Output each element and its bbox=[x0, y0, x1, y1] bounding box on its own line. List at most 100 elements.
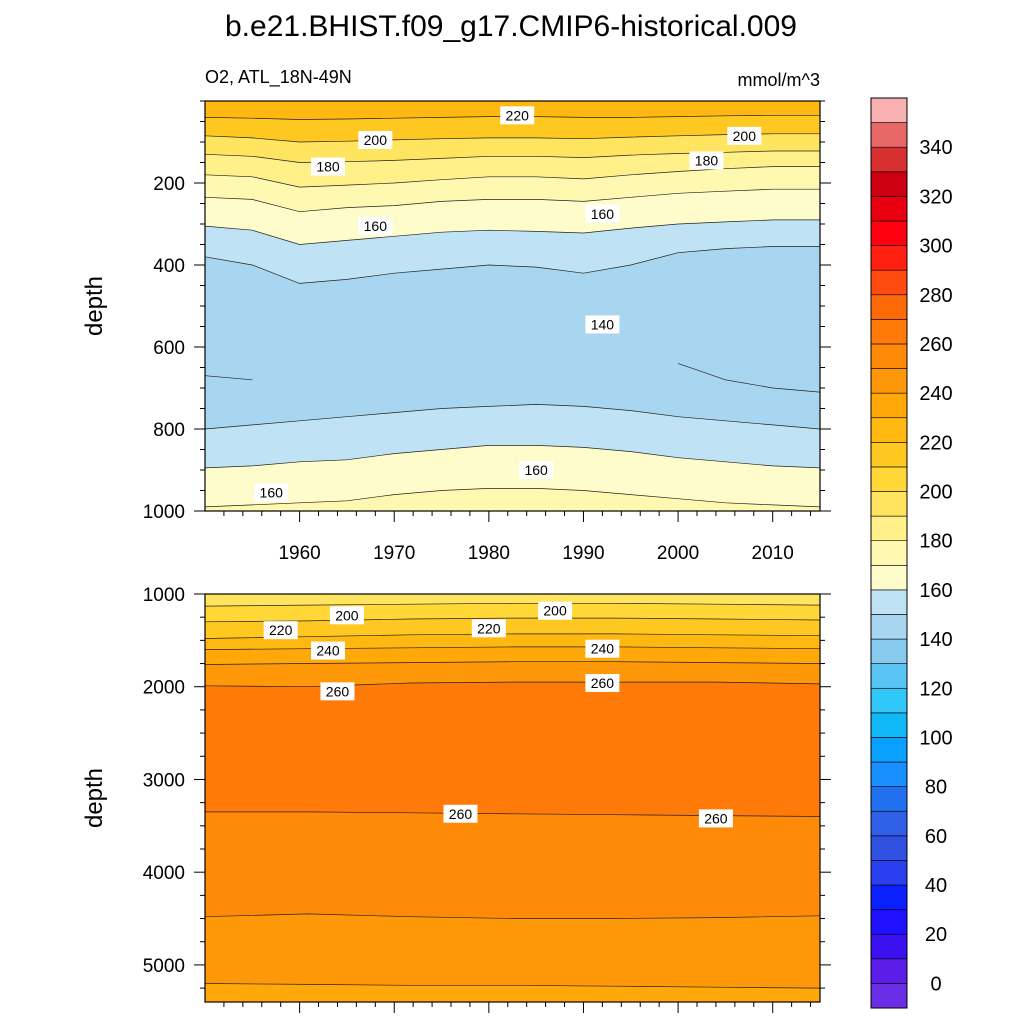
contour-line bbox=[204, 633, 821, 639]
contour-line bbox=[204, 404, 821, 430]
colorbar-swatch bbox=[870, 810, 908, 837]
colorbar-swatch bbox=[870, 319, 908, 345]
colorbar-label: 220 bbox=[919, 432, 952, 454]
contour-band bbox=[205, 166, 820, 212]
contour-label-text: 240 bbox=[591, 641, 615, 657]
colorbar-swatch bbox=[870, 122, 908, 148]
colorbar-swatch bbox=[870, 638, 908, 664]
contour-label-bg bbox=[585, 639, 620, 658]
contour-label-text: 180 bbox=[695, 152, 719, 168]
contour-label-text: 260 bbox=[591, 675, 615, 691]
colorbar-swatch bbox=[870, 958, 908, 984]
colorbar-swatch bbox=[870, 761, 908, 787]
colorbar-label: 200 bbox=[919, 482, 952, 504]
contour-line bbox=[677, 363, 821, 393]
colorbar-swatch bbox=[870, 294, 908, 320]
contour-line bbox=[204, 445, 821, 469]
contour-line bbox=[204, 913, 821, 919]
contour-label-bg bbox=[358, 217, 393, 236]
y-tick-label: 1000 bbox=[143, 502, 185, 523]
contour-label: 160 bbox=[519, 461, 554, 479]
contour-label-text: 200 bbox=[733, 128, 757, 144]
colorbar-label: 20 bbox=[925, 924, 947, 946]
upper-y-axis-label: depth bbox=[81, 276, 108, 336]
contour-label: 140 bbox=[585, 315, 620, 334]
colorbar-label: 280 bbox=[919, 285, 952, 307]
contour-band bbox=[205, 983, 820, 1002]
contour-label-bg bbox=[585, 315, 620, 334]
contour-label: 160 bbox=[254, 483, 289, 502]
colorbar-swatch bbox=[870, 589, 908, 615]
contour-band bbox=[205, 445, 820, 507]
colorbar-label: 60 bbox=[925, 826, 947, 848]
contour-band bbox=[205, 297, 253, 380]
contour-label-bg bbox=[689, 151, 724, 170]
contour-band bbox=[678, 277, 820, 393]
colorbar-frame bbox=[870, 97, 908, 1009]
contour-label-text: 260 bbox=[449, 806, 473, 822]
contour-label-bg bbox=[329, 606, 364, 625]
contour-label: 220 bbox=[500, 106, 535, 125]
colorbar-label: 320 bbox=[919, 186, 952, 208]
chart-title: b.e21.BHIST.f09_g17.CMIP6-historical.009 bbox=[225, 10, 797, 43]
contour-label-text: 200 bbox=[543, 603, 567, 619]
y-tick-label: 800 bbox=[153, 420, 185, 441]
contour-label: 200 bbox=[358, 130, 393, 149]
contour-label-text: 200 bbox=[364, 132, 388, 148]
contour-label: 240 bbox=[311, 641, 345, 660]
colorbar-swatch bbox=[870, 663, 908, 689]
contour-line bbox=[204, 646, 821, 650]
contour-label-text: 160 bbox=[260, 485, 284, 501]
contour-band bbox=[205, 219, 820, 284]
x-tick-label: 1990 bbox=[562, 543, 604, 564]
contour-label-bg bbox=[320, 682, 355, 701]
contour-label-bg bbox=[311, 157, 345, 176]
contour-line bbox=[204, 375, 253, 381]
contour-line bbox=[204, 188, 820, 213]
x-tick-label: 2010 bbox=[752, 543, 794, 564]
contour-label-text: 220 bbox=[477, 620, 501, 636]
contour-band bbox=[205, 594, 820, 607]
contour-label-text: 180 bbox=[316, 159, 340, 175]
contour-line bbox=[204, 617, 821, 623]
colorbar-swatch bbox=[870, 835, 908, 861]
colorbar-label: 300 bbox=[919, 236, 952, 258]
colorbar-swatch bbox=[870, 614, 908, 640]
upper-axes: 200 400 600 800 1000 1960 1970 1980 1990 2000 2010 bbox=[143, 100, 831, 564]
colorbar-swatch bbox=[870, 146, 908, 173]
lower-contour-fills bbox=[205, 594, 820, 1002]
colorbar-swatch bbox=[870, 171, 908, 197]
colorbar-swatch bbox=[870, 983, 908, 1009]
y-tick-label: 600 bbox=[153, 338, 185, 359]
upper-panel: O2, ATL_18N-49N mmol/m^3 220 200 200 180 180… bbox=[81, 67, 831, 564]
contour-label: 220 bbox=[471, 619, 506, 638]
y-tick-label: 3000 bbox=[143, 770, 185, 791]
colorbar-swatch bbox=[870, 712, 908, 738]
contour-line bbox=[204, 602, 821, 607]
colorbar-swatch bbox=[870, 417, 908, 443]
colorbar-swatch bbox=[870, 515, 908, 542]
contour-label-text: 220 bbox=[269, 622, 293, 638]
units-label: mmol/m^3 bbox=[738, 70, 820, 90]
colorbar-label: 80 bbox=[925, 777, 947, 799]
y-tick-label: 400 bbox=[153, 256, 185, 277]
contour-label: 180 bbox=[311, 157, 345, 176]
contour-label: 260 bbox=[585, 674, 620, 693]
contour-band bbox=[205, 488, 820, 511]
contour-label-bg bbox=[500, 106, 535, 125]
contour-band bbox=[205, 633, 820, 650]
colorbar-swatch bbox=[870, 245, 908, 271]
colorbar: 0 20 40 60 80 100 120 140 160 180 200 220 240 260 280 3… bbox=[870, 97, 953, 1009]
x-tick-label: 1960 bbox=[278, 543, 320, 564]
colorbar-swatch bbox=[870, 442, 908, 468]
contour-band bbox=[205, 682, 820, 817]
contour-band bbox=[205, 246, 820, 429]
colorbar-swatch bbox=[870, 687, 908, 714]
contour-band bbox=[205, 151, 820, 188]
lower-y-axis-label: depth bbox=[81, 768, 108, 828]
colorbar-swatch bbox=[870, 392, 908, 419]
upper-contour-labels: 220 200 200 180 180 160 160 140 160 160 bbox=[254, 106, 762, 502]
colorbar-label: 340 bbox=[919, 137, 952, 159]
colorbar-label: 140 bbox=[919, 629, 952, 651]
